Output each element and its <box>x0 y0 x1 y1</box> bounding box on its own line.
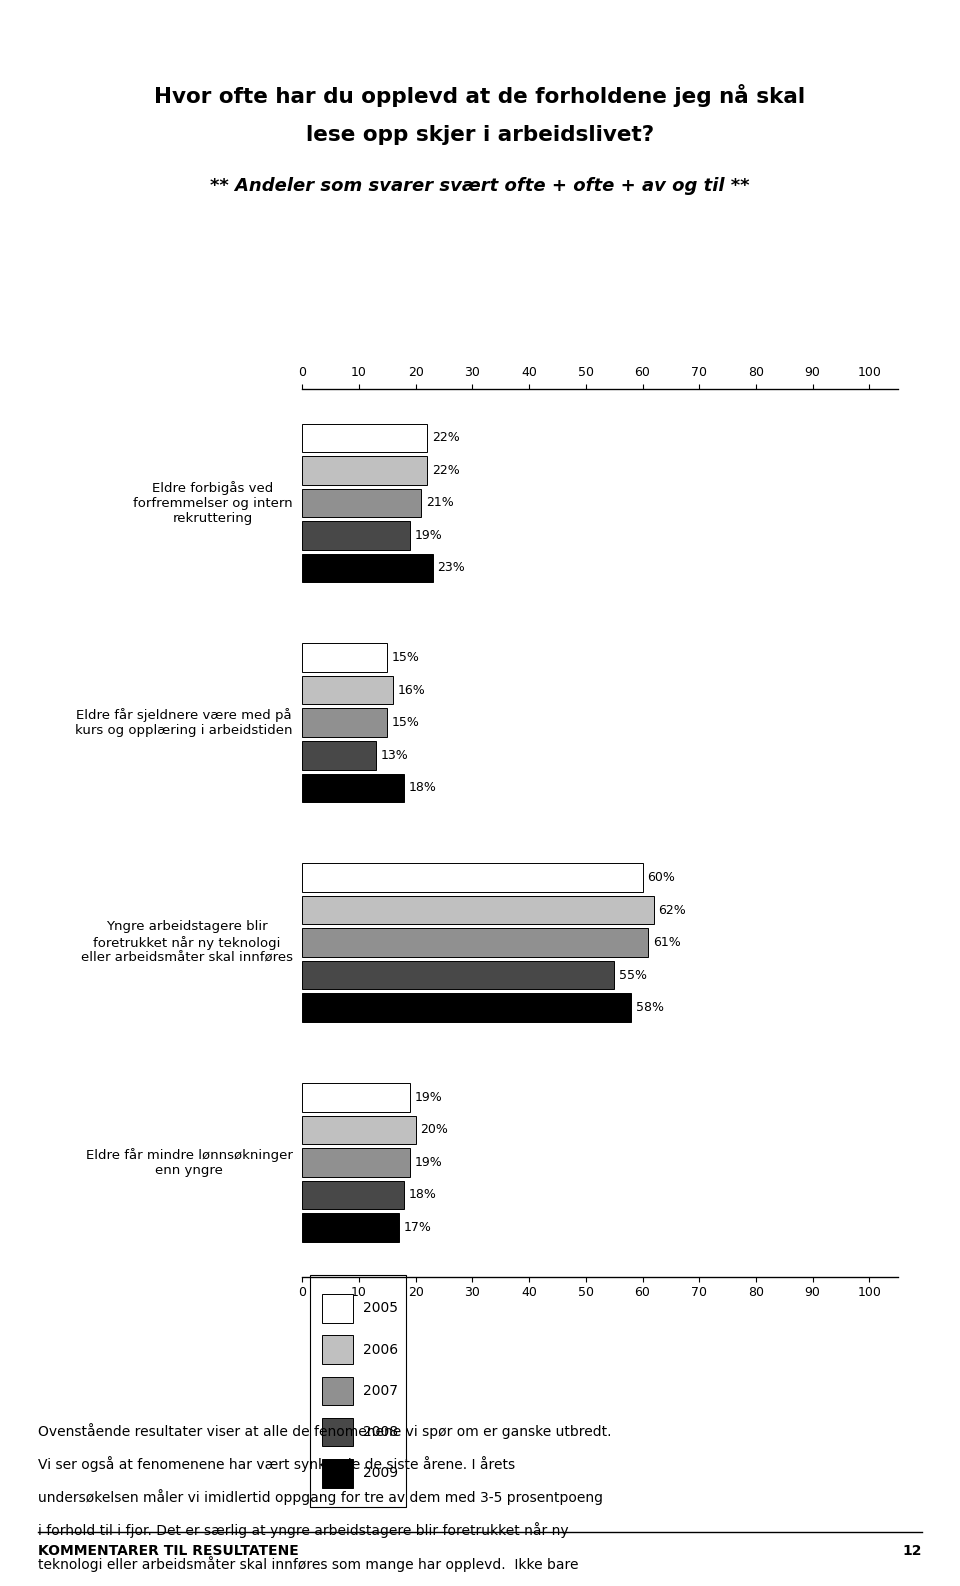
Text: 60%: 60% <box>647 871 675 883</box>
Text: undersøkelsen måler vi imidlertid oppgang for tre av dem med 3-5 prosentpoeng: undersøkelsen måler vi imidlertid oppgan… <box>38 1489 604 1505</box>
Text: 2009: 2009 <box>363 1467 398 1480</box>
Text: Ovenstående resultater viser at alle de fenomenene vi spør om er ganske utbredt.: Ovenstående resultater viser at alle de … <box>38 1423 612 1439</box>
Text: 2005: 2005 <box>363 1302 397 1315</box>
Text: 18%: 18% <box>409 782 437 795</box>
Text: 2007: 2007 <box>363 1385 397 1397</box>
Bar <box>302 896 654 925</box>
Text: 23%: 23% <box>438 561 465 574</box>
Text: 17%: 17% <box>403 1221 431 1234</box>
Bar <box>302 1180 404 1209</box>
Bar <box>302 993 631 1021</box>
Text: 13%: 13% <box>380 749 408 761</box>
Text: teknologi eller arbeidsmåter skal innføres som mange har opplevd.  Ikke bare: teknologi eller arbeidsmåter skal innfør… <box>38 1556 579 1572</box>
Bar <box>302 554 433 582</box>
Bar <box>302 488 421 517</box>
Bar <box>302 774 404 803</box>
Text: 21%: 21% <box>426 496 454 509</box>
Text: Hvor ofte har du opplevd at de forholdene jeg nå skal: Hvor ofte har du opplevd at de forholden… <box>155 84 805 106</box>
Bar <box>302 741 376 769</box>
Bar <box>302 1083 410 1112</box>
Text: 16%: 16% <box>397 684 425 696</box>
Text: 20%: 20% <box>420 1123 448 1137</box>
Text: 12: 12 <box>902 1545 922 1557</box>
Text: lese opp skjer i arbeidslivet?: lese opp skjer i arbeidslivet? <box>306 125 654 144</box>
Bar <box>302 522 410 550</box>
Text: 61%: 61% <box>653 936 681 948</box>
Bar <box>302 863 642 891</box>
Text: 62%: 62% <box>659 904 686 917</box>
Text: 2006: 2006 <box>363 1343 398 1356</box>
Text: 15%: 15% <box>392 652 420 665</box>
Text: Vi ser også at fenomenene har vært synkende de siste årene. I årets: Vi ser også at fenomenene har vært synke… <box>38 1456 516 1472</box>
Bar <box>302 423 427 452</box>
Text: 19%: 19% <box>415 1156 443 1169</box>
Text: ** Andeler som svarer svært ofte + ofte + av og til **: ** Andeler som svarer svært ofte + ofte … <box>210 176 750 195</box>
Bar <box>302 676 393 704</box>
Text: 18%: 18% <box>409 1188 437 1202</box>
Text: Eldre får sjeldnere være med på
kurs og opplæring i arbeidstiden: Eldre får sjeldnere være med på kurs og … <box>75 709 293 737</box>
Text: 2008: 2008 <box>363 1426 398 1439</box>
Bar <box>302 961 614 990</box>
Text: 22%: 22% <box>432 431 460 444</box>
Bar <box>302 644 388 672</box>
Bar <box>302 457 427 485</box>
Bar <box>302 1213 398 1242</box>
Text: KOMMENTARER TIL RESULTATENE: KOMMENTARER TIL RESULTATENE <box>38 1545 300 1557</box>
Bar <box>302 1148 410 1177</box>
Text: Eldre får mindre lønnsøkninger
enn yngre: Eldre får mindre lønnsøkninger enn yngre <box>86 1148 293 1177</box>
Bar <box>302 709 388 737</box>
Text: i forhold til i fjor. Det er særlig at yngre arbeidstagere blir foretrukket når : i forhold til i fjor. Det er særlig at y… <box>38 1523 569 1538</box>
Text: 22%: 22% <box>432 463 460 477</box>
Bar <box>302 928 648 956</box>
Text: 55%: 55% <box>618 969 647 982</box>
Text: 19%: 19% <box>415 528 443 542</box>
Text: 58%: 58% <box>636 1001 663 1013</box>
Text: 15%: 15% <box>392 717 420 730</box>
Text: Yngre arbeidstagere blir
foretrukket når ny teknologi
eller arbeidsmåter skal in: Yngre arbeidstagere blir foretrukket når… <box>81 920 293 964</box>
Text: Eldre forbigås ved
forfremmelser og intern
rekruttering: Eldre forbigås ved forfremmelser og inte… <box>133 481 293 525</box>
Bar <box>302 1115 416 1144</box>
Text: 19%: 19% <box>415 1091 443 1104</box>
